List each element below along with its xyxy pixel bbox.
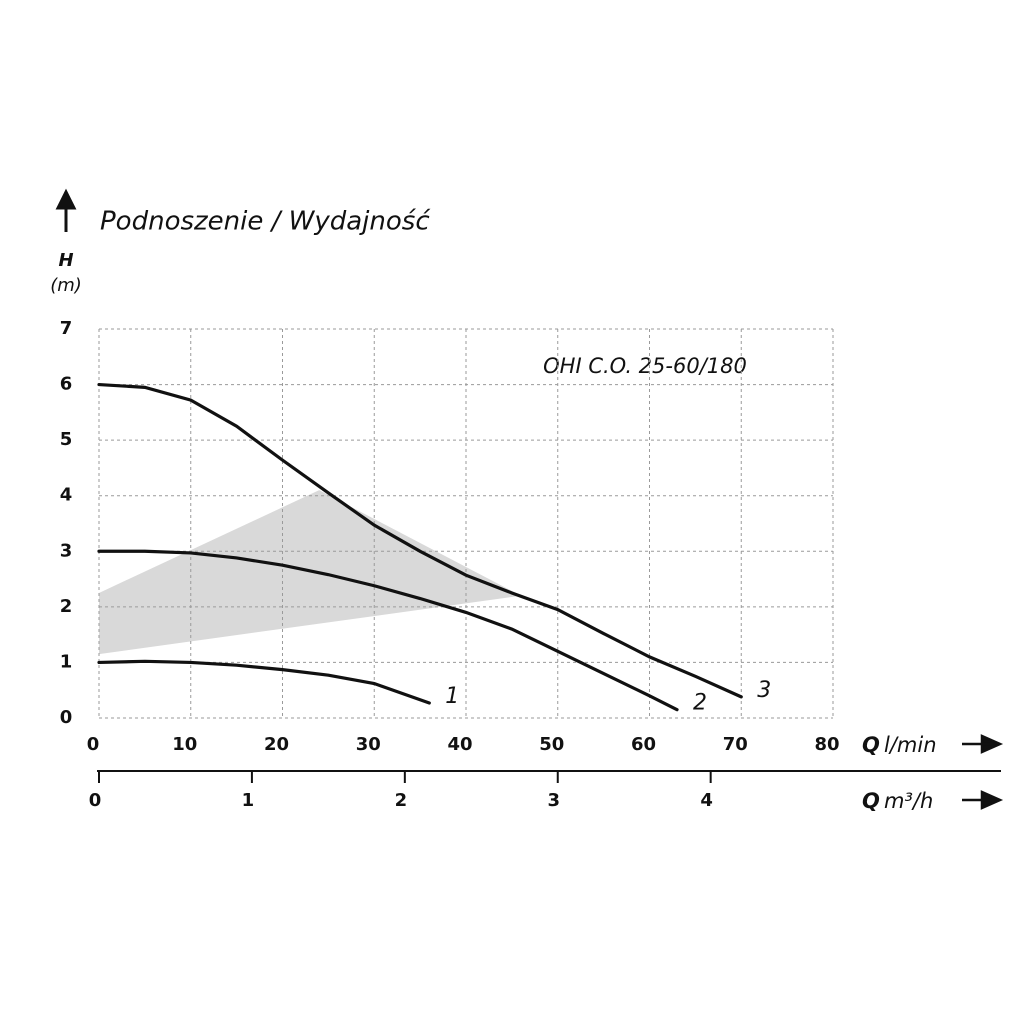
x-tick-label: 10 <box>172 734 197 755</box>
x-tick-label: 30 <box>356 734 381 755</box>
y-tick-label: 5 <box>60 429 73 450</box>
x-tick-label: 60 <box>631 734 656 755</box>
x2-label: Q <box>862 789 880 813</box>
y-tick-label: 1 <box>60 651 73 672</box>
curve-label: 2 <box>693 691 707 716</box>
x-tick-label: 80 <box>814 734 839 755</box>
y-tick-label: 7 <box>60 318 73 339</box>
annotation: OHI C.O. 25-60/180 <box>543 354 747 378</box>
x2-tick-label: 1 <box>242 790 255 811</box>
x-unit: l/min <box>884 733 937 757</box>
y-tick-label: 0 <box>60 707 73 728</box>
y-unit: (m) <box>50 275 82 296</box>
x-tick-label: 50 <box>539 734 564 755</box>
y-tick-label: 4 <box>60 485 73 506</box>
x-tick-label: 20 <box>264 734 289 755</box>
curve <box>97 382 743 699</box>
x-tick-label: 40 <box>447 734 472 755</box>
x2-tick-label: 2 <box>395 790 408 811</box>
y-tick-label: 3 <box>60 540 73 561</box>
curve-label: 3 <box>757 678 771 703</box>
y-tick-label: 2 <box>60 596 73 617</box>
x2-unit: m³/h <box>884 789 933 813</box>
x-arrow <box>962 734 1004 754</box>
curve <box>97 549 679 712</box>
x-tick-label: 0 <box>87 734 100 755</box>
chart-title: Podnoszenie / Wydajność <box>100 207 431 237</box>
x2-arrow <box>962 790 1004 810</box>
y-arrow <box>55 188 77 232</box>
y-label: H <box>58 250 73 271</box>
x2-tick-label: 4 <box>700 790 713 811</box>
x2-tick-label: 0 <box>89 790 102 811</box>
curve <box>97 659 431 705</box>
x-label: Q <box>862 733 880 757</box>
x2-tick-label: 3 <box>547 790 560 811</box>
curve-label: 1 <box>445 684 459 709</box>
y-tick-label: 6 <box>60 374 73 395</box>
x-tick-label: 70 <box>723 734 748 755</box>
